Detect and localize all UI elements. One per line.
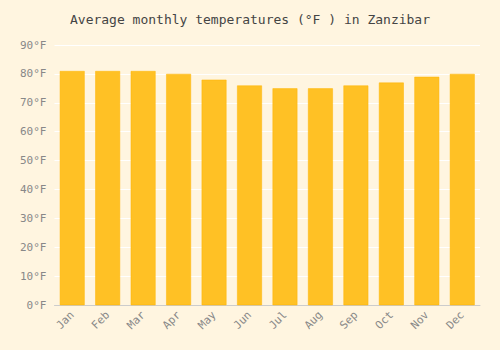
- svg-text:May: May: [195, 308, 218, 331]
- svg-text:60°F: 60°F: [20, 125, 47, 138]
- svg-text:10°F: 10°F: [20, 270, 47, 283]
- svg-text:Feb: Feb: [89, 309, 112, 332]
- svg-text:0°F: 0°F: [27, 299, 47, 312]
- svg-text:50°F: 50°F: [20, 154, 47, 167]
- svg-text:Apr: Apr: [160, 308, 183, 331]
- svg-text:90°F: 90°F: [20, 39, 47, 52]
- svg-text:30°F: 30°F: [20, 212, 47, 225]
- svg-text:70°F: 70°F: [20, 96, 47, 109]
- svg-text:Average monthly temperatures (: Average monthly temperatures (°F ) in Za…: [70, 12, 430, 27]
- svg-text:Jan: Jan: [54, 309, 77, 332]
- svg-text:Jun: Jun: [231, 309, 254, 332]
- svg-text:Nov: Nov: [408, 308, 431, 331]
- svg-text:80°F: 80°F: [20, 67, 47, 80]
- svg-text:Oct: Oct: [373, 309, 396, 332]
- svg-text:Sep: Sep: [337, 309, 360, 332]
- svg-text:Aug: Aug: [302, 309, 325, 332]
- svg-text:Jul: Jul: [266, 309, 289, 332]
- svg-text:20°F: 20°F: [20, 241, 47, 254]
- svg-text:Dec: Dec: [444, 309, 467, 332]
- svg-text:40°F: 40°F: [20, 183, 47, 196]
- svg-text:Mar: Mar: [125, 308, 148, 331]
